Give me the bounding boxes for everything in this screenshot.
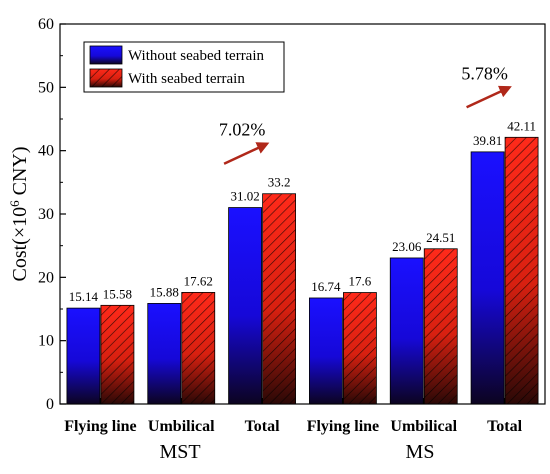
bar-hatch [505,137,539,404]
data-label: 15.58 [103,286,132,301]
data-label: 16.74 [311,279,341,294]
data-label: 17.6 [349,274,372,289]
data-label: 17.62 [184,273,213,288]
legend: Without seabed terrain With seabed terra… [83,41,285,93]
bar [389,257,424,405]
y-axis-title-unit: CNY) [9,146,31,200]
y-tick-label: 0 [46,396,54,413]
bar [228,207,262,405]
y-tick-label: 10 [38,333,54,350]
bar [309,297,343,405]
bar-hatch [343,292,377,404]
x-tick-label: Total [245,418,281,435]
x-tick-label: Total [487,418,523,435]
percent-increase-label: 5.78% [461,63,508,83]
y-axis-title-main: Cost(×10 [9,207,31,282]
increase-arrow [466,85,512,109]
data-label: 23.06 [392,239,422,254]
y-axis-title: Cost(×106 CNY) [7,146,31,281]
x-axis: Flying line Umbilical Total Flying line Umbi… [64,398,523,435]
bar-hatch [181,292,215,404]
legend-swatch-with-hatch [90,69,122,87]
x-tick-label: Umbilical [148,418,215,435]
y-tick-label: 50 [38,79,54,96]
x-tick-label: Flying line [307,418,379,435]
data-label: 31.02 [230,189,259,204]
data-label: 15.14 [69,289,99,304]
x-tick-label: Umbilical [390,418,457,435]
bar-hatch [424,248,458,404]
legend-swatch-without [89,45,123,65]
group-label-ms: MS [406,441,435,463]
data-label: 33.2 [268,175,291,190]
annotations: 7.02% 5.78% [219,63,512,165]
x-tick-label: Flying line [64,418,136,435]
group-label-mst: MST [159,441,200,463]
data-label: 42.11 [507,118,536,133]
y-tick-label: 60 [38,16,54,33]
data-label: 39.81 [473,133,502,148]
legend-label-without: Without seabed terrain [128,48,265,64]
y-tick-label: 20 [38,269,54,286]
bar-hatch [100,305,134,404]
bar [470,151,505,405]
increase-arrow [223,142,270,165]
bar [147,303,182,405]
percent-increase-label: 7.02% [219,120,266,140]
data-label: 24.51 [426,230,455,245]
bar-hatch [262,193,296,404]
legend-label-with: With seabed terrain [128,71,245,87]
data-label: 15.88 [150,284,179,299]
y-axis-title-sup: 6 [7,200,22,207]
bars: 15.14 15.58 15.88 17.62 31.02 33.2 16.74 17.6 23… [66,118,539,405]
bar [66,307,101,405]
y-axis: 0 10 20 30 40 50 60 [38,16,66,413]
y-tick-label: 40 [38,143,54,160]
y-tick-label: 30 [38,206,54,223]
